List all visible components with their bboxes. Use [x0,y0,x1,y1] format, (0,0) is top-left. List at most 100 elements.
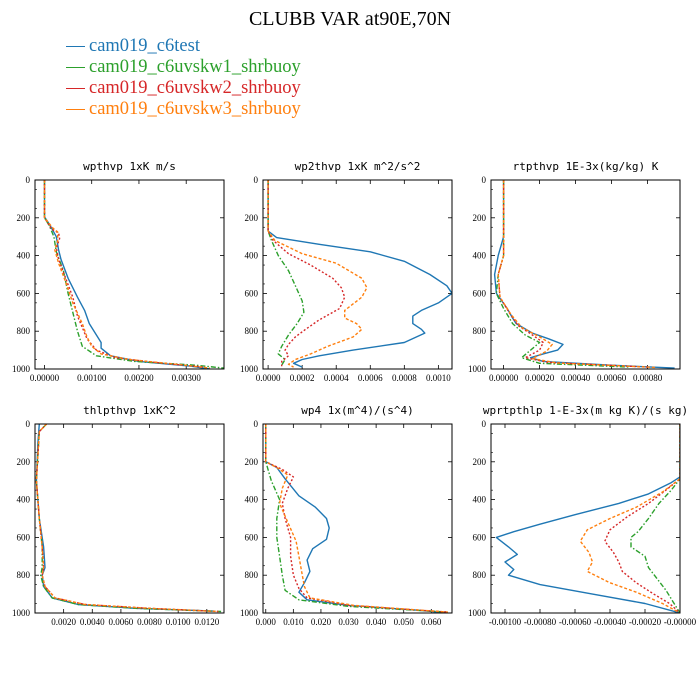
y-tick-label: 800 [17,570,31,580]
legend-swatch [66,109,85,110]
legend-entry-c6test: cam019_c6test [66,36,301,57]
y-tick-label: 400 [17,495,31,505]
x-tick-label: 0.00000 [30,373,60,383]
x-tick-label: 0.00200 [124,373,154,383]
y-tick-label: 1000 [12,608,31,618]
series-line [35,424,215,612]
series-line [43,180,206,368]
x-tick-label: 0.0002 [290,373,315,383]
y-tick-label: 600 [245,288,259,298]
series-line [35,424,219,613]
legend-label: cam019_c6test [89,36,200,56]
x-tick-label: -0.00060 [559,617,592,627]
x-tick-label: 0.0080 [137,617,162,627]
x-tick-label: 0.0004 [324,373,349,383]
y-tick-label: 1000 [240,364,259,374]
x-tick-label: 0.060 [421,617,442,627]
legend-entry-uvskw2: cam019_c6uvskw2_shrbuoy [66,78,301,99]
x-tick-label: 0.010 [283,617,304,627]
series-line [497,180,648,368]
series-line [267,180,346,367]
y-tick-label: 200 [245,457,259,467]
y-tick-label: 400 [245,495,259,505]
y-tick-label: 600 [245,532,259,542]
y-tick-label: 1000 [12,364,31,374]
x-tick-label: 0.00040 [561,373,591,383]
y-tick-label: 0 [26,175,31,185]
y-tick-label: 800 [473,326,487,336]
x-tick-label: 0.00060 [597,373,627,383]
x-tick-label: 0.00000 [489,373,519,383]
legend-swatch [66,88,85,89]
x-tick-label: 0.0040 [80,617,105,627]
y-tick-label: 0 [254,175,259,185]
x-tick-label: 0.050 [394,617,415,627]
legend: cam019_c6test cam019_c6uvskw1_shrbuoy ca… [66,36,301,120]
y-tick-label: 0 [482,175,487,185]
y-tick-label: 800 [245,326,259,336]
series-line [265,424,448,613]
legend-label: cam019_c6uvskw2_shrbuoy [89,78,301,98]
y-tick-label: 600 [473,532,487,542]
panel-frame [34,179,225,370]
y-tick-label: 200 [245,213,259,223]
y-tick-label: 200 [17,213,31,223]
y-tick-label: 0 [26,419,31,429]
figure-title: CLUBB VAR at90E,70N [248,8,452,30]
series-line [35,424,222,613]
x-tick-label: 0.0120 [194,617,219,627]
y-tick-label: 400 [245,251,259,261]
y-tick-label: 800 [473,570,487,580]
panel-frame [490,423,681,614]
x-tick-label: 0.030 [338,617,359,627]
y-tick-label: 600 [17,288,31,298]
panel-frame [34,423,225,614]
legend-entry-uvskw1: cam019_c6uvskw1_shrbuoy [66,57,301,78]
legend-label: cam019_c6uvskw3_shrbuoy [89,99,301,119]
series-line [495,424,680,613]
x-tick-label: 0.0006 [358,373,383,383]
x-tick-label: -0.00000 [664,617,697,627]
y-tick-label: 0 [254,419,259,429]
legend-swatch [66,67,85,68]
panel-title: wp4 1x(m^4)/(s^4) [301,404,414,417]
x-tick-label: -0.00040 [594,617,627,627]
y-tick-label: 1000 [240,608,259,618]
legend-swatch [66,46,85,47]
x-tick-label: -0.00020 [629,617,662,627]
x-tick-label: 0.00080 [633,373,663,383]
panel-frame [262,179,453,370]
series-line [495,180,630,368]
y-tick-label: 0 [482,419,487,429]
panel-title: wp2thvp 1xK m^2/s^2 [295,160,421,173]
x-tick-label: 0.0060 [109,617,134,627]
x-tick-label: 0.0020 [51,617,76,627]
y-tick-label: 800 [17,326,31,336]
series-line [43,180,210,369]
panel-title: rtpthvp 1E-3x(kg/kg) K [513,160,659,173]
y-tick-label: 200 [473,213,487,223]
series-line [579,424,680,613]
y-tick-label: 1000 [468,364,487,374]
x-tick-label: 0.000 [256,617,277,627]
series-line [43,180,210,369]
panel-frame [262,423,453,614]
y-tick-label: 400 [17,251,31,261]
series-line [267,180,305,366]
legend-entry-uvskw3: cam019_c6uvskw3_shrbuoy [66,99,301,120]
x-tick-label: -0.00100 [489,617,522,627]
panel-title: wprtpthlp 1-E-3x(m kg K)/(s kg) [483,404,688,417]
x-tick-label: 0.0000 [256,373,281,383]
x-tick-label: 0.0010 [426,373,451,383]
y-tick-label: 400 [473,495,487,505]
x-tick-label: 0.040 [366,617,387,627]
y-tick-label: 200 [473,457,487,467]
series-line [497,180,657,369]
series-line [265,424,448,613]
panel-title: thlpthvp 1xK^2 [83,404,176,417]
x-tick-label: 0.0008 [392,373,417,383]
x-tick-label: 0.00020 [525,373,555,383]
series-line [43,180,224,369]
series-line [265,424,448,613]
